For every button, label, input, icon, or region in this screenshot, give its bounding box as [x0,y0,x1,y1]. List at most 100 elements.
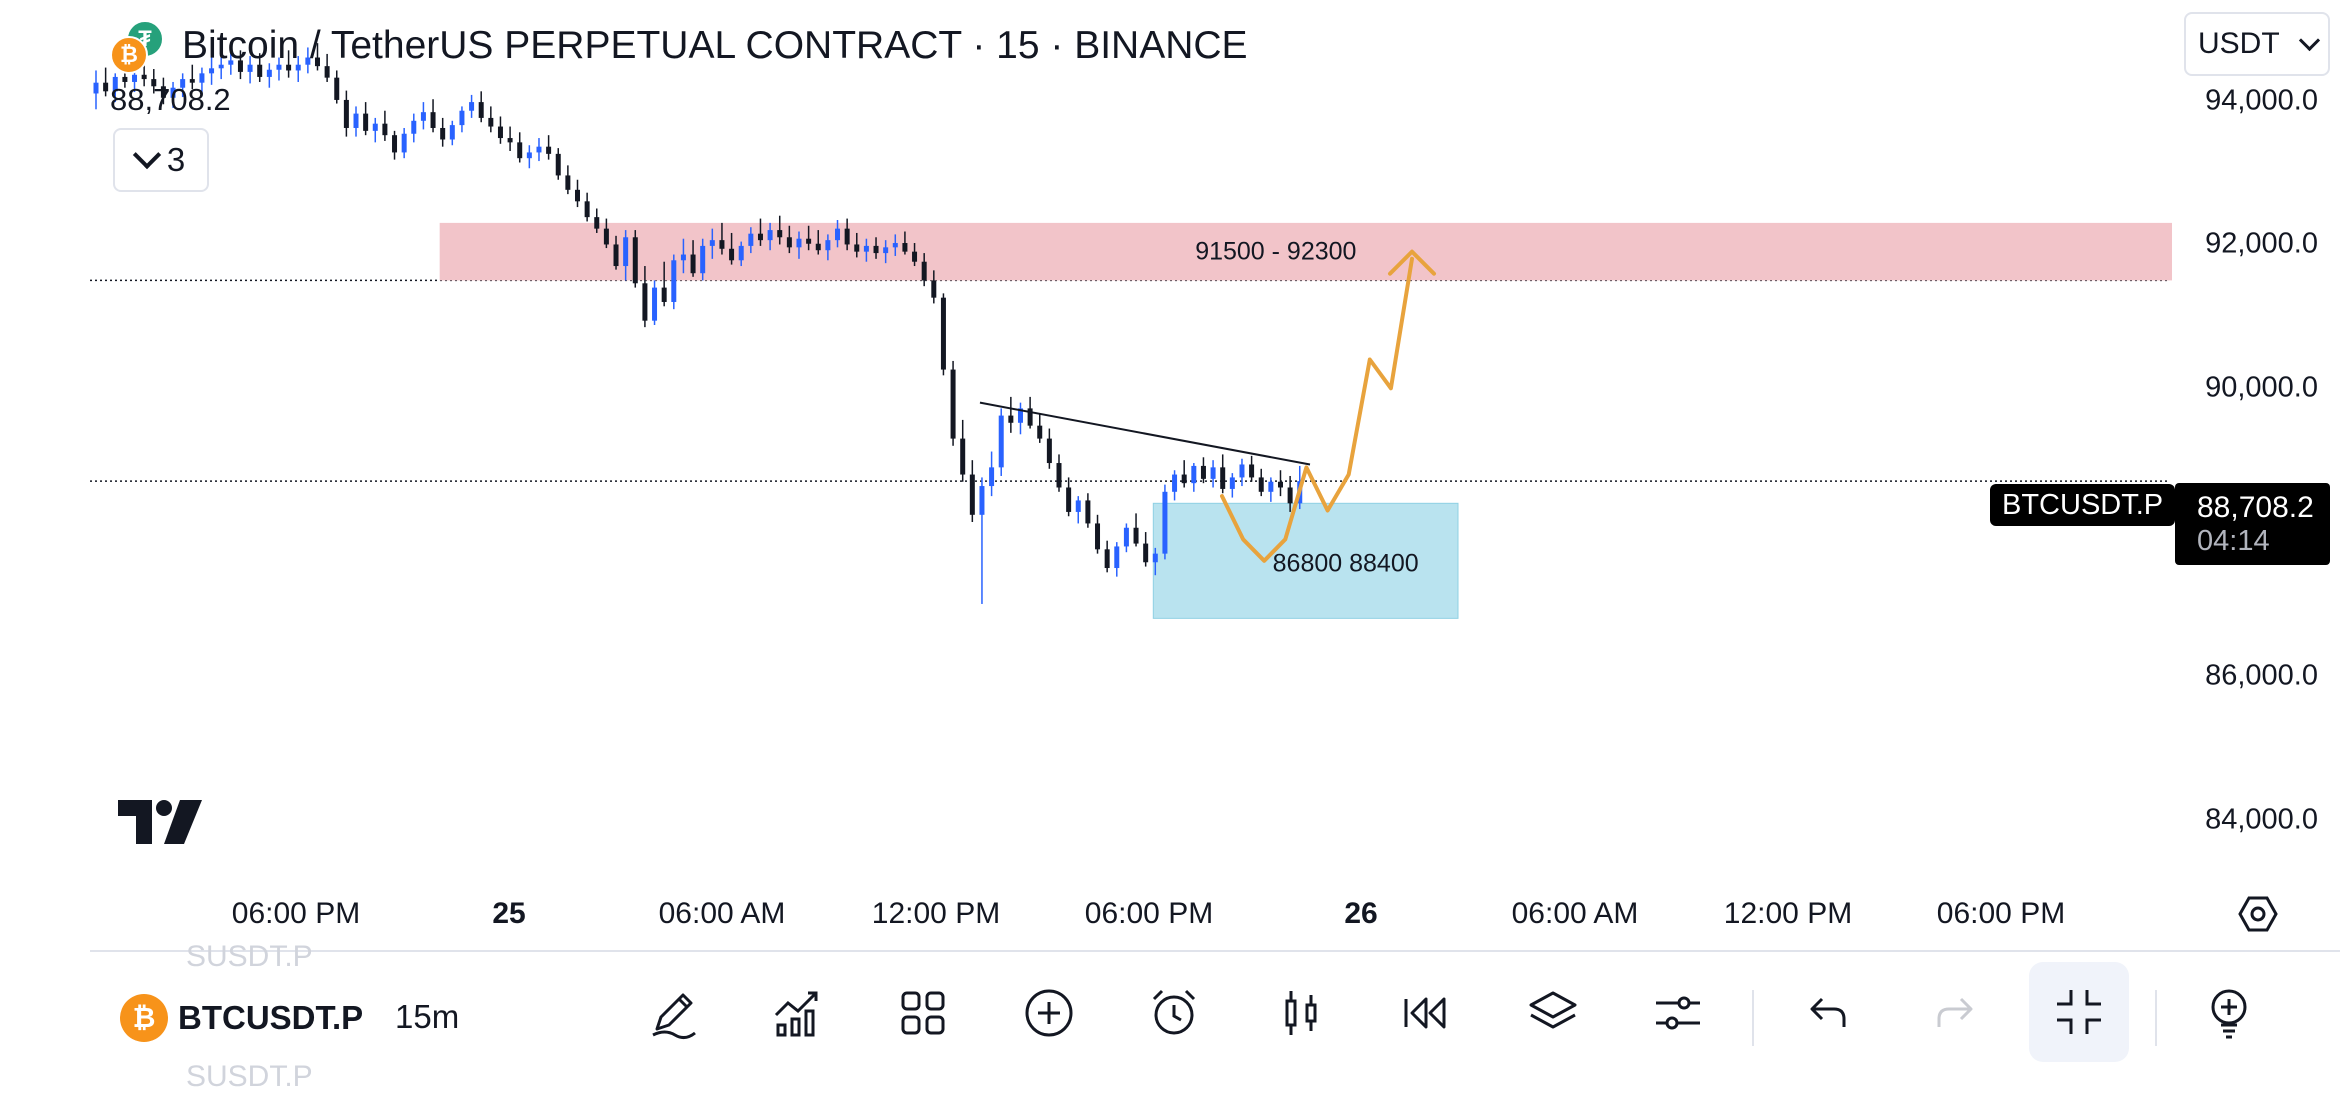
candle-body [1046,438,1052,464]
candle [286,50,292,78]
candle-body [1210,467,1216,479]
bottom-toolbar: SUSDT.P SUSDT.P ₿ BTCUSDT.P 15m [0,940,2340,1093]
chart-title[interactable]: Bitcoin / TetherUS PERPETUAL CONTRACT · … [182,24,1248,67]
candle [536,138,542,162]
candle-body [835,228,841,241]
add-icon [1025,989,1073,1037]
candle-body [1191,465,1197,484]
candle-body [1066,487,1072,512]
candle [305,47,311,74]
price-chart[interactable] [0,0,2340,940]
candle [151,69,157,94]
candle-body [93,82,99,94]
candle [218,53,224,80]
candle-body [478,102,484,118]
candle-body [806,238,812,244]
candle [950,360,956,446]
candle-body [392,135,398,153]
chart-area[interactable] [0,0,2340,940]
candle [170,81,176,108]
candle-body [700,245,706,274]
candle [228,48,234,75]
candle [1104,540,1110,573]
candle [565,165,571,195]
candle-body [1277,481,1283,488]
candle-body [1075,500,1081,512]
candle-body [363,113,369,131]
candle [1066,477,1072,517]
candle-body [440,127,446,140]
exit-fullscreen-button[interactable] [2029,962,2129,1062]
candle [420,102,426,130]
chart-type-button[interactable] [1266,978,1336,1048]
candle [680,238,686,274]
demand-zone-label: 86800 88400 [1272,549,1419,578]
candle-body [1162,491,1168,554]
symbol-icons[interactable]: ₮ ₿ [110,16,174,76]
candle-body [247,64,253,72]
candle-body [353,113,359,128]
interval-button[interactable]: 15m [395,998,460,1035]
object-tree-button[interactable] [1518,978,1588,1048]
candle-body [844,228,850,245]
candle-body [738,245,744,261]
candle-body [266,69,272,77]
candle-body [989,467,995,487]
redo-button[interactable] [1920,978,1990,1048]
candle-body [757,233,763,241]
candles-icon [1285,991,1317,1035]
tradingview-logo-icon[interactable] [118,800,202,849]
layouts-button[interactable] [888,978,958,1048]
time-axis-label: 12:00 PM [871,897,1001,930]
candle [757,218,763,246]
candle [844,218,850,251]
candle [363,102,369,136]
replay-button[interactable] [1391,978,1461,1048]
candle [382,110,388,141]
candle-body [1017,408,1023,423]
candle [276,57,282,81]
price-axis-label: 94,000.0 [2205,84,2318,117]
candle-body [603,228,609,245]
undo-icon [1810,997,1846,1027]
candle [623,230,629,281]
candle [430,99,436,133]
candle-body [1027,408,1033,426]
candle-body [998,415,1004,468]
symbol-search-button[interactable]: ₿ BTCUSDT.P [120,994,363,1042]
axis-settings-icon[interactable] [2238,894,2278,934]
candle [632,230,638,288]
indicators-toggle-button[interactable]: 3 [113,128,209,192]
candle-body [680,254,686,261]
time-axis-label: 06:00 PM [1936,897,2066,930]
alert-button[interactable] [1139,978,1209,1048]
candle [902,231,908,255]
candle-body [228,60,234,65]
candle-body [719,240,725,249]
indicators-button[interactable] [763,978,833,1048]
undo-button[interactable] [1793,978,1863,1048]
candle [1085,493,1091,528]
candle-body [286,64,292,71]
candle [1114,542,1120,577]
currency-select[interactable]: USDT [2184,12,2330,76]
candle-body [652,287,658,321]
projection-arrow-head [1388,249,1436,276]
time-axis-label: 06:00 AM [1511,897,1639,930]
candle [459,106,465,133]
candle-body [295,64,301,71]
candle-body [1095,523,1101,550]
price-axis-label: 84,000.0 [2205,803,2318,836]
ideas-button[interactable] [2194,978,2264,1048]
time-axis-label: 26 [1344,897,1378,930]
redo-icon [1937,997,1973,1027]
chart-settings-button[interactable] [1643,978,1713,1048]
candle [112,73,118,103]
candle [1239,458,1245,487]
draw-button[interactable] [638,978,708,1048]
candle-body [517,142,523,159]
candle [767,222,773,251]
add-button[interactable] [1014,978,1084,1048]
price-axis-label: 90,000.0 [2205,371,2318,404]
candle [1152,547,1158,576]
